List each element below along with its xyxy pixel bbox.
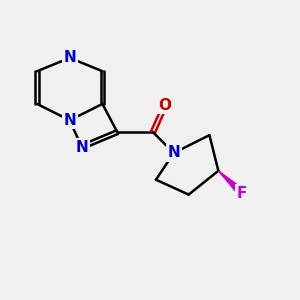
Text: F: F (237, 186, 247, 201)
Polygon shape (218, 171, 245, 196)
Text: N: N (63, 113, 76, 128)
Text: O: O (158, 98, 171, 113)
Text: N: N (75, 140, 88, 154)
Text: N: N (167, 146, 180, 160)
Text: N: N (63, 50, 76, 65)
